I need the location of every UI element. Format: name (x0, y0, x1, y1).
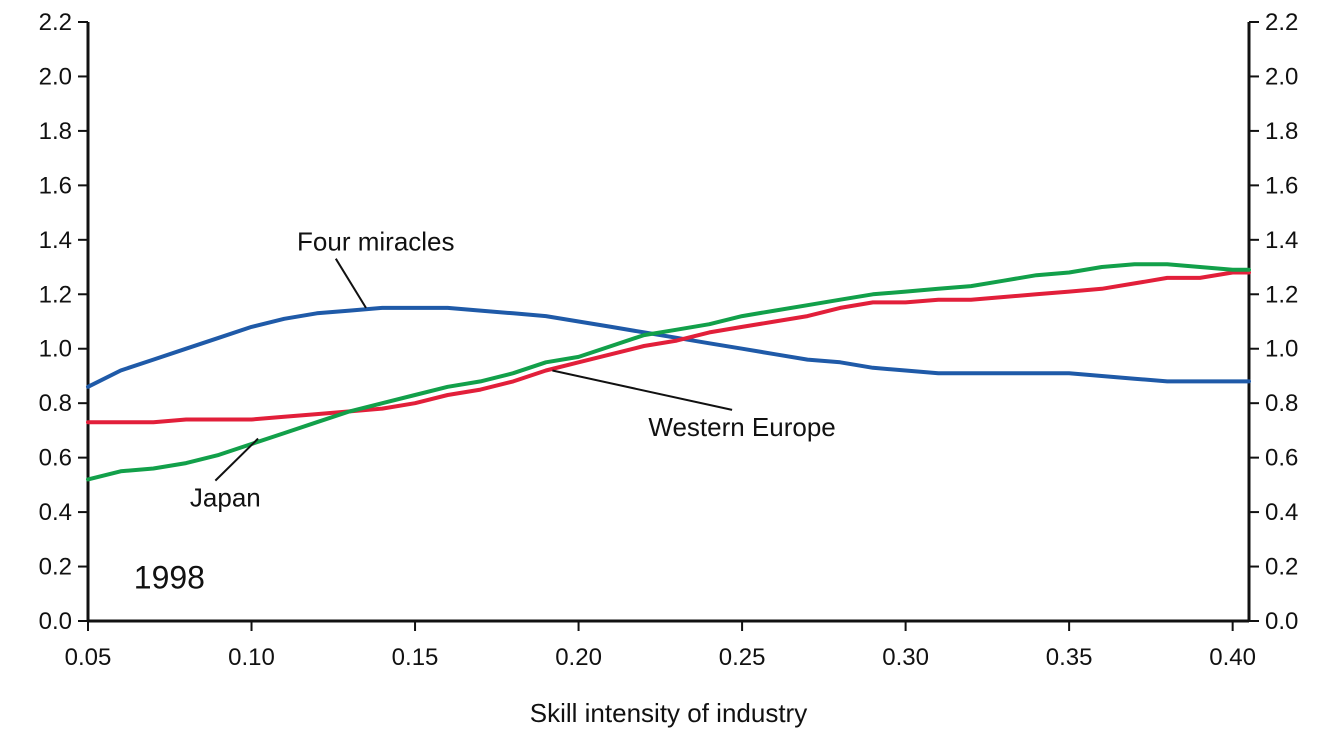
x-tick-label: 0.40 (1209, 644, 1256, 671)
y-tick-label-right: 1.6 (1265, 172, 1298, 199)
series-label-japan: Japan (190, 483, 261, 513)
y-tick-label-right: 0.8 (1265, 390, 1298, 417)
year-annotation: 1998 (134, 559, 205, 595)
y-tick-label-left: 0.6 (39, 445, 72, 472)
y-tick-label-right: 0.2 (1265, 554, 1298, 581)
y-tick-label-left: 1.8 (39, 118, 72, 145)
series-line-western-europe (86, 270, 1251, 425)
series-line-japan (86, 262, 1251, 482)
y-tick-label-left: 0.8 (39, 390, 72, 417)
y-tick-label-right: 1.2 (1265, 281, 1298, 308)
y-tick-label-left: 2.2 (39, 9, 72, 36)
y-tick-label-left: 1.2 (39, 281, 72, 308)
series-lines (86, 262, 1251, 482)
series-label-western-europe: Western Europe (648, 412, 835, 442)
x-tick-label: 0.30 (882, 644, 929, 671)
series-label-four-miracles: Four miracles (297, 227, 454, 257)
x-tick-label: 0.10 (228, 644, 275, 671)
y-tick-label-right: 0.4 (1265, 499, 1298, 526)
y-tick-label-left: 1.4 (39, 227, 72, 254)
y-tick-label-right: 2.2 (1265, 9, 1298, 36)
series-line-four-miracles (86, 305, 1251, 389)
y-tick-label-right: 1.4 (1265, 227, 1298, 254)
y-tick-label-left: 1.6 (39, 172, 72, 199)
leader-line-four-miracles (334, 258, 367, 309)
leader-line-western-europe (552, 369, 733, 411)
y-tick-label-right: 2.0 (1265, 63, 1298, 90)
x-tick-label: 0.35 (1046, 644, 1093, 671)
leader-line-japan (214, 437, 259, 482)
y-tick-label-right: 0.0 (1265, 608, 1298, 635)
y-tick-label-right: 1.8 (1265, 118, 1298, 145)
y-tick-label-right: 1.0 (1265, 336, 1298, 363)
x-tick-label: 0.05 (65, 644, 112, 671)
axes: 0.0 0.0 0.2 0.2 0.4 0.4 0.6 0.6 0.8 0.8 1.0 1.0 1.2 1… (39, 9, 1299, 671)
y-tick-label-left: 1.0 (39, 336, 72, 363)
x-tick-label: 0.15 (392, 644, 439, 671)
x-tick-label: 0.25 (719, 644, 766, 671)
y-tick-label-left: 0.2 (39, 554, 72, 581)
x-tick-label: 0.20 (555, 644, 602, 671)
y-tick-label-left: 2.0 (39, 63, 72, 90)
y-tick-label-left: 0.4 (39, 499, 72, 526)
x-axis-title: Skill intensity of industry (530, 698, 807, 728)
y-tick-label-left: 0.0 (39, 608, 72, 635)
y-tick-label-right: 0.6 (1265, 445, 1298, 472)
annotations: Four miracles Western Europe Japan (190, 227, 836, 513)
